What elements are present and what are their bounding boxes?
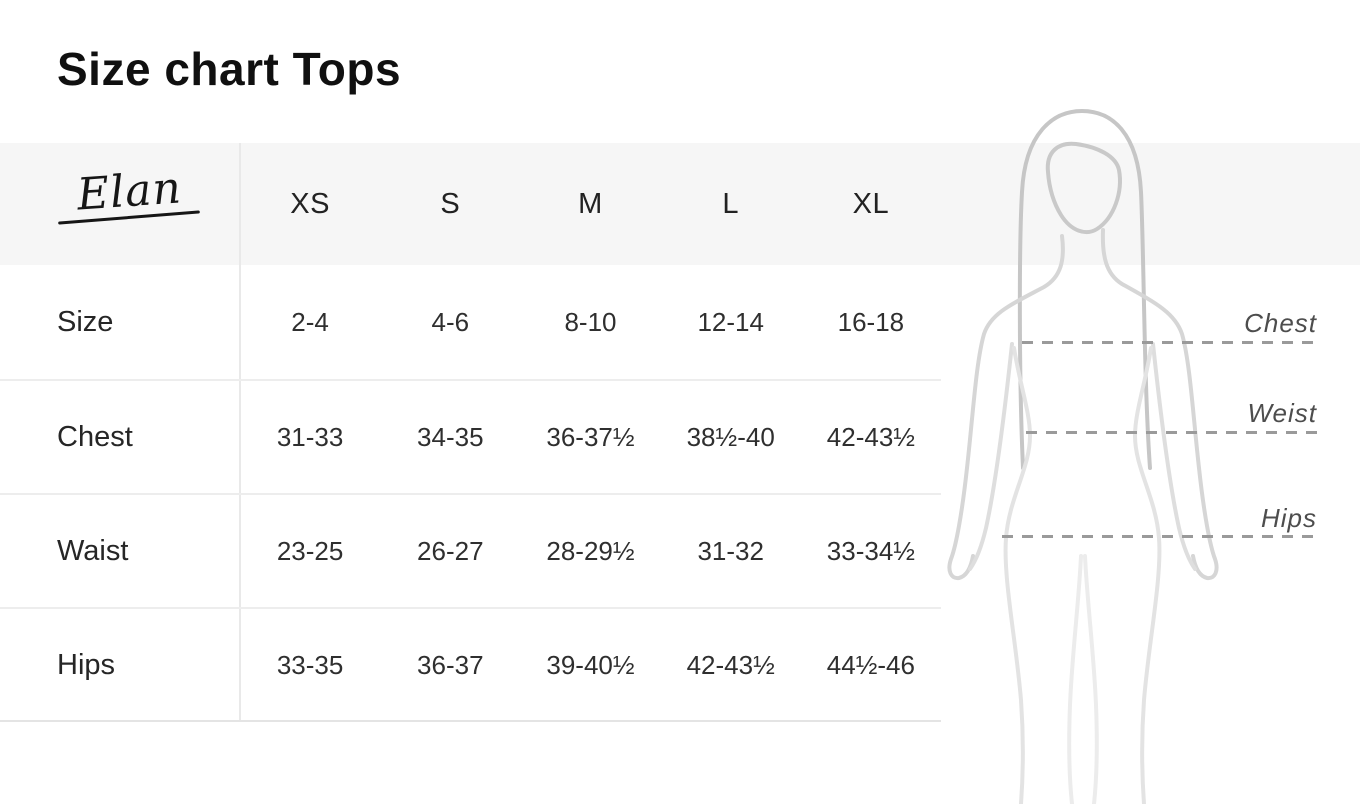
waist-measure-label: Weist	[1247, 398, 1317, 428]
figure-right-arm-inner	[1151, 342, 1197, 571]
figure-leg-inner-right	[1083, 554, 1099, 804]
waist-xl-value: 33-34½	[826, 535, 915, 566]
row-label-hips: Hips	[57, 648, 116, 681]
column-header-xs: XS	[290, 187, 330, 220]
row-label-waist: Waist	[57, 534, 129, 567]
waist-m-value: 28-29½	[546, 535, 635, 566]
hips-xl-value: 44½-46	[826, 649, 915, 680]
row-divider-1	[0, 379, 941, 381]
figure-left-shoulder-arm	[947, 234, 1065, 581]
figure-face-outline	[1045, 141, 1122, 235]
brand-logo-text: Elan	[74, 162, 183, 221]
size-table: XS S M L XL Size 2-4 4-6 8-10 12-14 16-1…	[0, 143, 941, 722]
waist-measure-line	[1026, 431, 1317, 434]
size-s-value: 4-6	[431, 307, 470, 337]
page-title: Size chart Tops	[57, 43, 402, 95]
size-xl-value: 16-18	[837, 307, 905, 337]
waist-xs-value: 23-25	[276, 535, 344, 566]
column-header-s: S	[440, 187, 461, 220]
chest-xs-value: 31-33	[276, 421, 344, 452]
figure-torso-left	[1003, 346, 1032, 804]
column-header-l: L	[722, 187, 740, 220]
brand-logo: Elan	[54, 162, 204, 225]
table-header-band	[0, 143, 1360, 265]
figure-leg-inner-left	[1067, 554, 1083, 804]
column-header-xl: XL	[852, 187, 890, 220]
table-bottom-border	[0, 720, 941, 722]
chest-measure-label: Chest	[1244, 308, 1317, 338]
size-m-value: 8-10	[564, 307, 617, 337]
hips-m-value: 39-40½	[546, 649, 635, 680]
chest-s-value: 34-35	[417, 421, 484, 452]
row-label-chest: Chest	[57, 420, 133, 453]
female-figure-outline	[947, 109, 1219, 804]
row-divider-3	[0, 607, 941, 609]
column-header-m: M	[578, 187, 603, 220]
size-l-value: 12-14	[697, 307, 764, 337]
waist-s-value: 26-27	[417, 535, 484, 566]
label-column-divider	[239, 143, 241, 722]
row-label-size: Size	[57, 306, 114, 338]
hips-measure-label: Hips	[1260, 503, 1317, 533]
chest-m-value: 36-37½	[546, 421, 635, 452]
waist-l-value: 31-32	[697, 535, 764, 566]
figure-left-arm-inner	[968, 342, 1014, 571]
row-divider-2	[0, 493, 941, 495]
hips-l-value: 42-43½	[686, 649, 775, 680]
hips-measure-line	[1002, 535, 1317, 538]
hips-xs-value: 33-35	[276, 649, 344, 680]
chest-xl-value: 42-43½	[826, 421, 915, 452]
size-xs-value: 2-4	[291, 307, 329, 337]
chest-l-value: 38½-40	[686, 421, 775, 452]
figure-torso-right	[1133, 346, 1162, 804]
chest-measure-line	[1022, 341, 1317, 344]
figure-right-shoulder-arm	[1100, 228, 1219, 581]
hips-s-value: 36-37	[417, 649, 484, 680]
